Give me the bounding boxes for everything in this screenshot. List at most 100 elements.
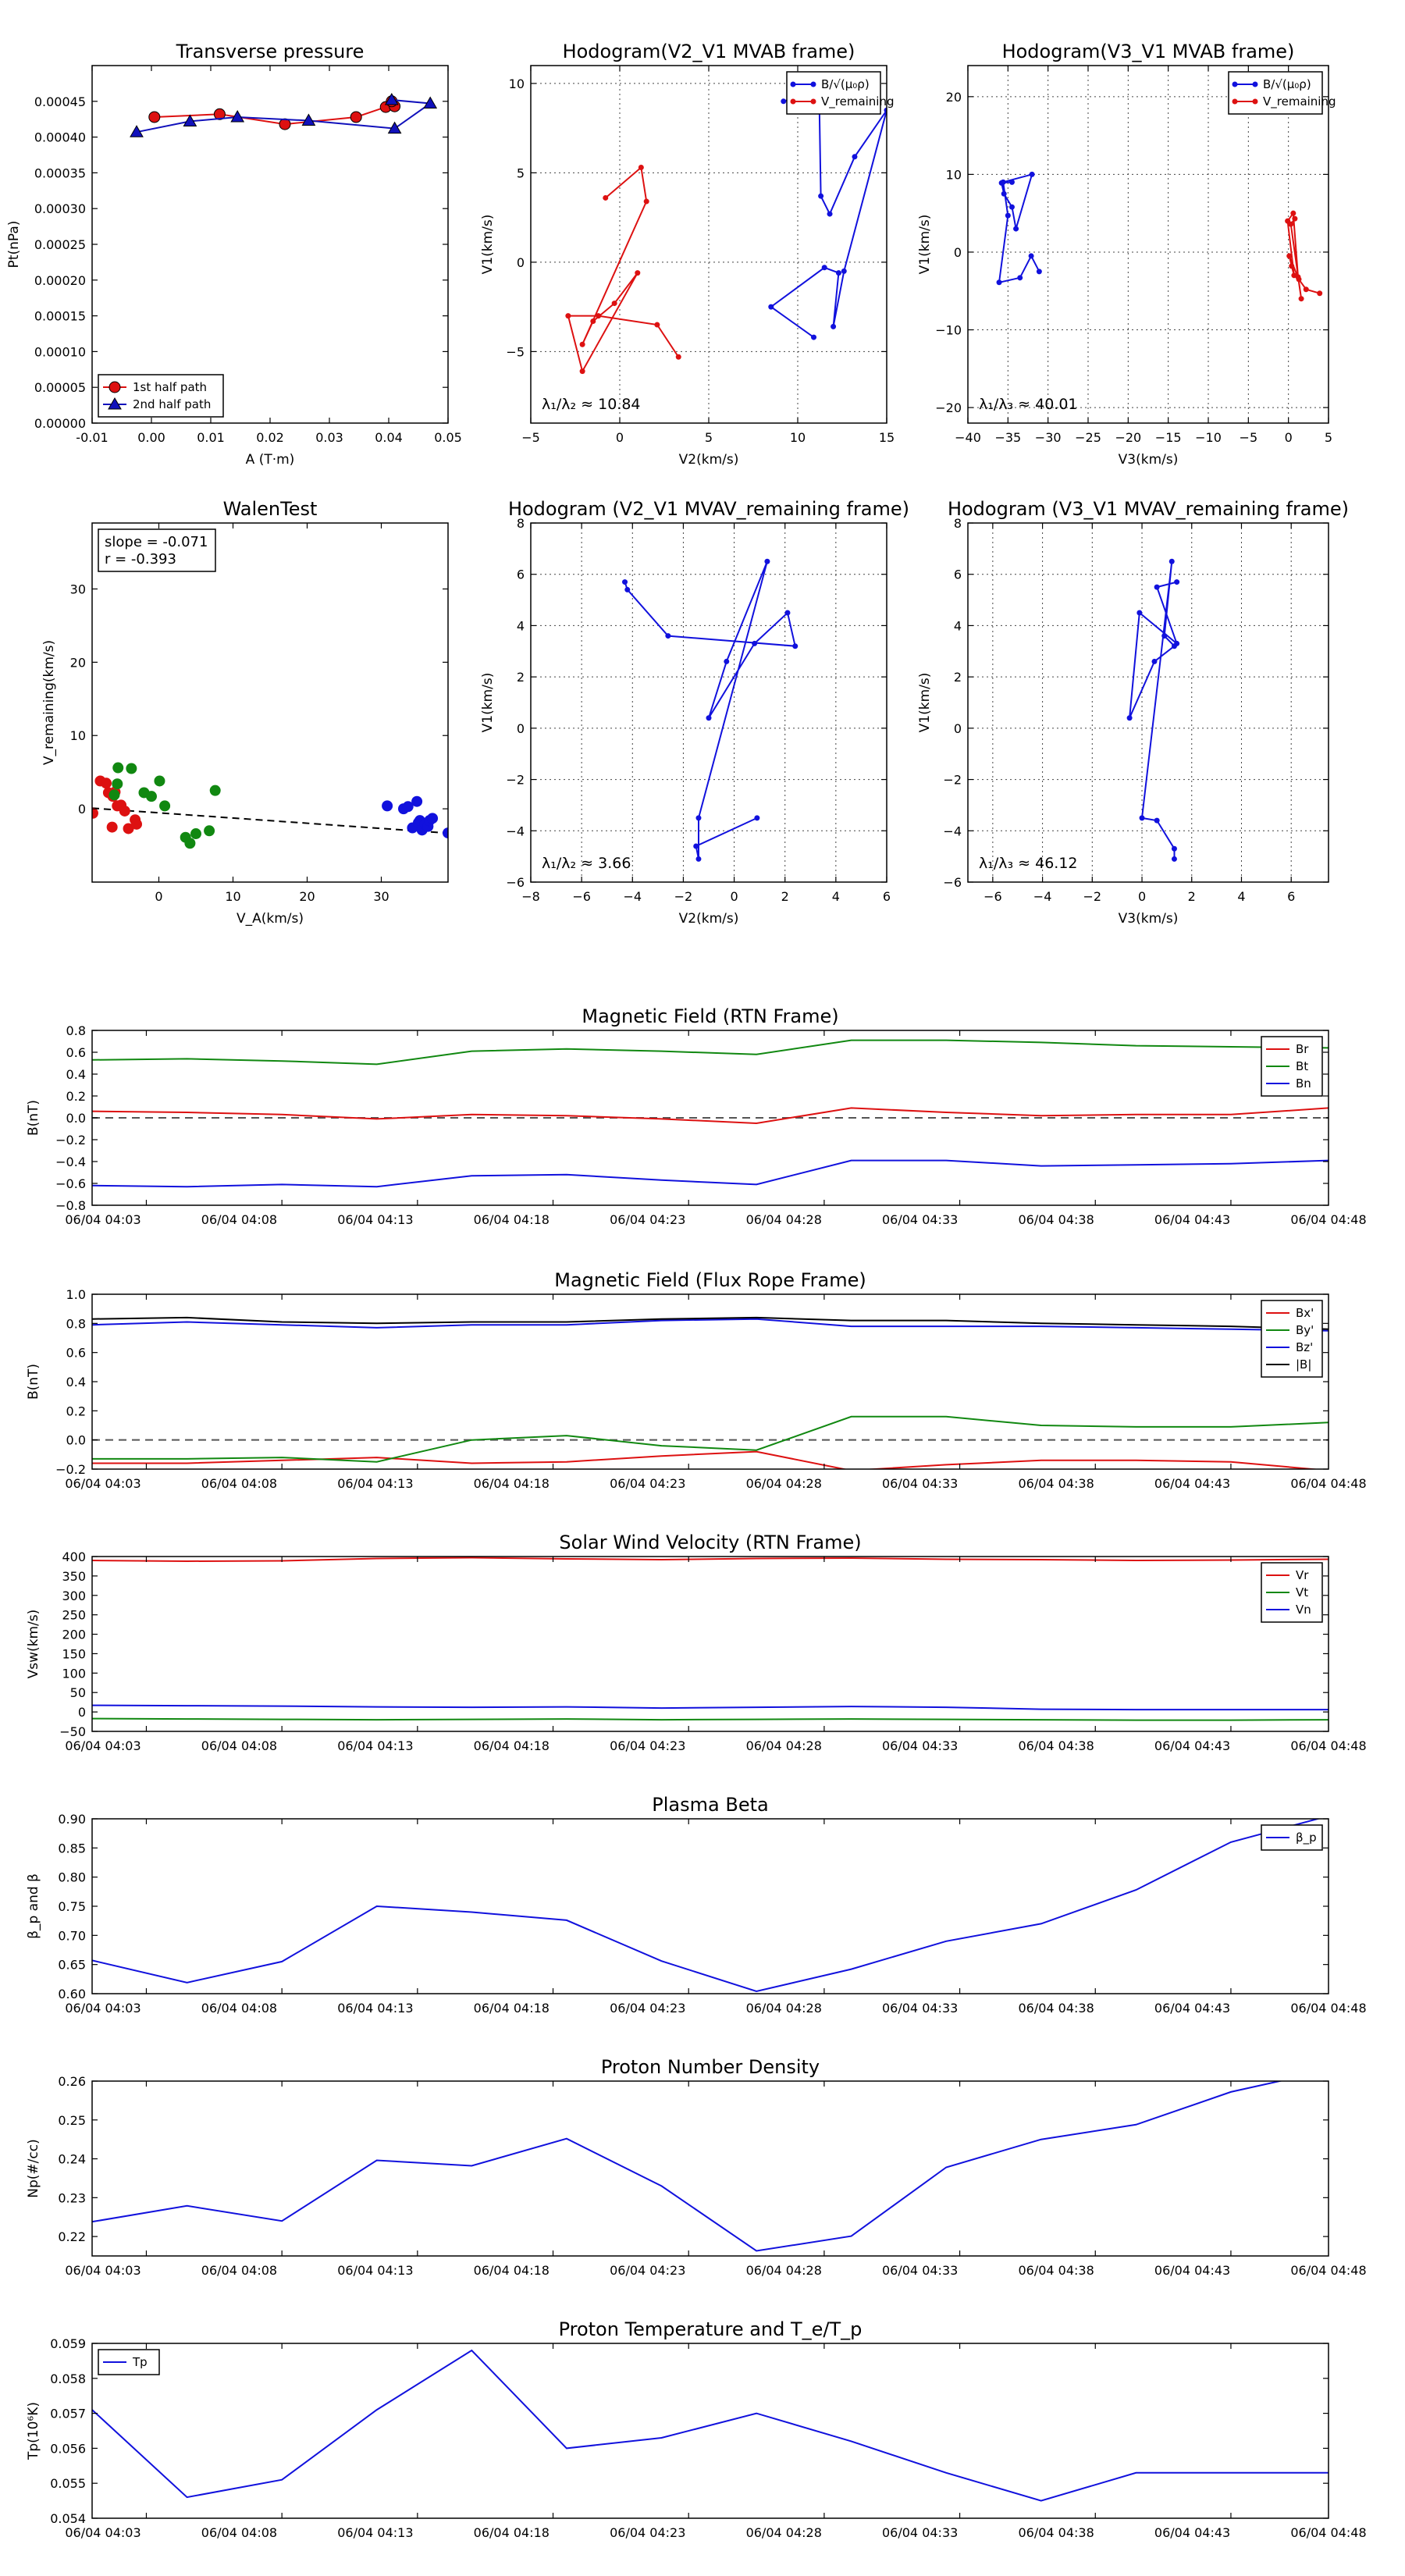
x-tick-label: 06/04 04:43 bbox=[1154, 1738, 1230, 1753]
data-point bbox=[706, 715, 712, 721]
data-point bbox=[1295, 274, 1301, 280]
panel-pb: 0.60 0.65 0.70 0.75 0.80 0.85 0.90 06/04 04:03 0… bbox=[26, 1794, 1367, 2016]
x-tick-label: 06/04 04:13 bbox=[337, 1476, 413, 1491]
axes-frame bbox=[91, 1556, 1329, 1732]
x-tick-label: 06/04 04:43 bbox=[1154, 2001, 1230, 2016]
y-tick-label: 200 bbox=[62, 1628, 86, 1642]
x-tick-label: 06/04 04:33 bbox=[882, 2525, 958, 2540]
data-point bbox=[1174, 579, 1180, 585]
x-tick-label: −5 bbox=[521, 430, 540, 445]
y-tick-label: 50 bbox=[70, 1685, 86, 1700]
y-tick-label: 20 bbox=[946, 90, 962, 105]
panel-pt: 0.054 0.055 0.056 0.057 0.058 0.059 06/04 04:0… bbox=[26, 2318, 1367, 2540]
data-point bbox=[146, 791, 157, 802]
data-point bbox=[1029, 171, 1035, 177]
x-tick-label: 0.03 bbox=[315, 430, 343, 445]
plot-area bbox=[622, 558, 799, 862]
y-axis-label: Vsw(km/s) bbox=[26, 1610, 41, 1679]
data-point bbox=[768, 304, 774, 310]
x-tick-label: 06/04 04:08 bbox=[201, 2263, 277, 2278]
fit-line bbox=[92, 807, 448, 834]
x-axis-label: V3(km/s) bbox=[1119, 911, 1179, 927]
y-axis-label: V1(km/s) bbox=[917, 215, 933, 275]
legend-label: Tp bbox=[132, 2355, 148, 2369]
data-point bbox=[411, 795, 423, 807]
annotation-box bbox=[98, 528, 216, 572]
y-tick-label: 350 bbox=[62, 1569, 86, 1584]
x-tick-label: 2 bbox=[781, 889, 789, 904]
data-point bbox=[827, 211, 833, 217]
legend-box bbox=[786, 71, 881, 115]
panel-sw: −50 0 50 100 150 200 250 300 350 400 06/04 04:03 06… bbox=[26, 1532, 1367, 1753]
data-point bbox=[213, 108, 226, 120]
y-tick-label: 0.80 bbox=[58, 1870, 86, 1885]
legend-label: B/√(μ₀ρ) bbox=[821, 77, 870, 91]
x-tick-label: −4 bbox=[1033, 889, 1052, 904]
x-tick-label: −15 bbox=[1155, 430, 1182, 445]
data-point bbox=[996, 279, 1002, 286]
x-tick-label: 06/04 04:48 bbox=[1290, 1212, 1366, 1227]
legend-label: By' bbox=[1296, 1323, 1314, 1337]
legend-label: Vn bbox=[1296, 1603, 1311, 1617]
x-tick-label: 06/04 04:33 bbox=[882, 1476, 958, 1491]
data-point bbox=[724, 658, 730, 664]
y-tick-label: 0.2 bbox=[66, 1404, 86, 1418]
data-point bbox=[1154, 817, 1160, 824]
axes-frame bbox=[91, 2343, 1329, 2519]
y-tick-label: 0.90 bbox=[58, 1812, 86, 1827]
x-tick-label: 10 bbox=[790, 430, 806, 445]
plot-area bbox=[92, 1039, 1329, 1188]
plot-area bbox=[130, 92, 438, 137]
y-tick-label: 300 bbox=[62, 1589, 86, 1603]
y-axis-label: Np(#/cc) bbox=[26, 2139, 41, 2197]
y-tick-label: 0 bbox=[517, 721, 525, 736]
y-tick-label: 0.00015 bbox=[34, 309, 86, 324]
y-tick-label: 0 bbox=[954, 721, 962, 736]
data-point bbox=[350, 111, 362, 123]
x-tick-label: −30 bbox=[1035, 430, 1062, 445]
annotation-text: λ₁/λ₂ ≈ 3.66 bbox=[542, 855, 631, 872]
data-point bbox=[1126, 715, 1133, 721]
data-point bbox=[1303, 286, 1309, 293]
y-tick-label: 0.60 bbox=[58, 1987, 86, 2001]
chart-title: Magnetic Field (Flux Rope Frame) bbox=[554, 1269, 866, 1291]
x-tick-label: 06/04 04:13 bbox=[337, 1738, 413, 1753]
legend-label: 2nd half path bbox=[133, 397, 211, 411]
x-tick-label: 06/04 04:28 bbox=[746, 1738, 822, 1753]
x-tick-label: 06/04 04:48 bbox=[1290, 1738, 1366, 1753]
x-tick-label: −2 bbox=[1083, 889, 1102, 904]
panel-pn: 0.22 0.23 0.24 0.25 0.26 06/04 04:03 06/04 04:… bbox=[26, 2056, 1367, 2278]
data-point bbox=[154, 775, 165, 787]
series-line-0 bbox=[92, 1450, 1321, 1469]
x-tick-label: 06/04 04:13 bbox=[337, 2001, 413, 2016]
data-point bbox=[1286, 253, 1293, 259]
y-tick-label: 0.8 bbox=[66, 1316, 86, 1331]
x-tick-label: 06/04 04:18 bbox=[474, 1738, 550, 1753]
data-point bbox=[579, 341, 585, 347]
legend-label: Bz' bbox=[1296, 1340, 1313, 1354]
legend-marker bbox=[810, 81, 816, 87]
legend-box bbox=[98, 374, 224, 418]
x-tick-label: −6 bbox=[984, 889, 1002, 904]
series-line-1 bbox=[92, 1717, 1329, 1721]
x-tick-label: −4 bbox=[623, 889, 642, 904]
y-tick-label: −2 bbox=[943, 773, 962, 788]
chart-title: Proton Number Density bbox=[601, 2056, 820, 2078]
x-tick-label: 06/04 04:28 bbox=[746, 2263, 822, 2278]
data-point bbox=[1017, 275, 1023, 281]
y-tick-label: 0.4 bbox=[66, 1375, 86, 1389]
data-point bbox=[831, 323, 837, 329]
y-tick-label: 100 bbox=[62, 1666, 86, 1681]
y-tick-label: 0.00020 bbox=[34, 273, 86, 288]
chart-title: Transverse pressure bbox=[176, 41, 365, 62]
data-point bbox=[92, 807, 98, 819]
y-tick-label: −6 bbox=[506, 875, 525, 890]
data-point bbox=[818, 193, 824, 199]
x-axis-label: V_A(km/s) bbox=[237, 911, 304, 927]
legend-label: B/√(μ₀ρ) bbox=[1263, 77, 1311, 91]
data-point bbox=[123, 823, 134, 834]
y-tick-label: 8 bbox=[954, 516, 962, 531]
legend-label: β_p bbox=[1296, 1831, 1317, 1845]
axes-frame bbox=[530, 522, 887, 883]
series-line-0 bbox=[92, 1107, 1329, 1125]
